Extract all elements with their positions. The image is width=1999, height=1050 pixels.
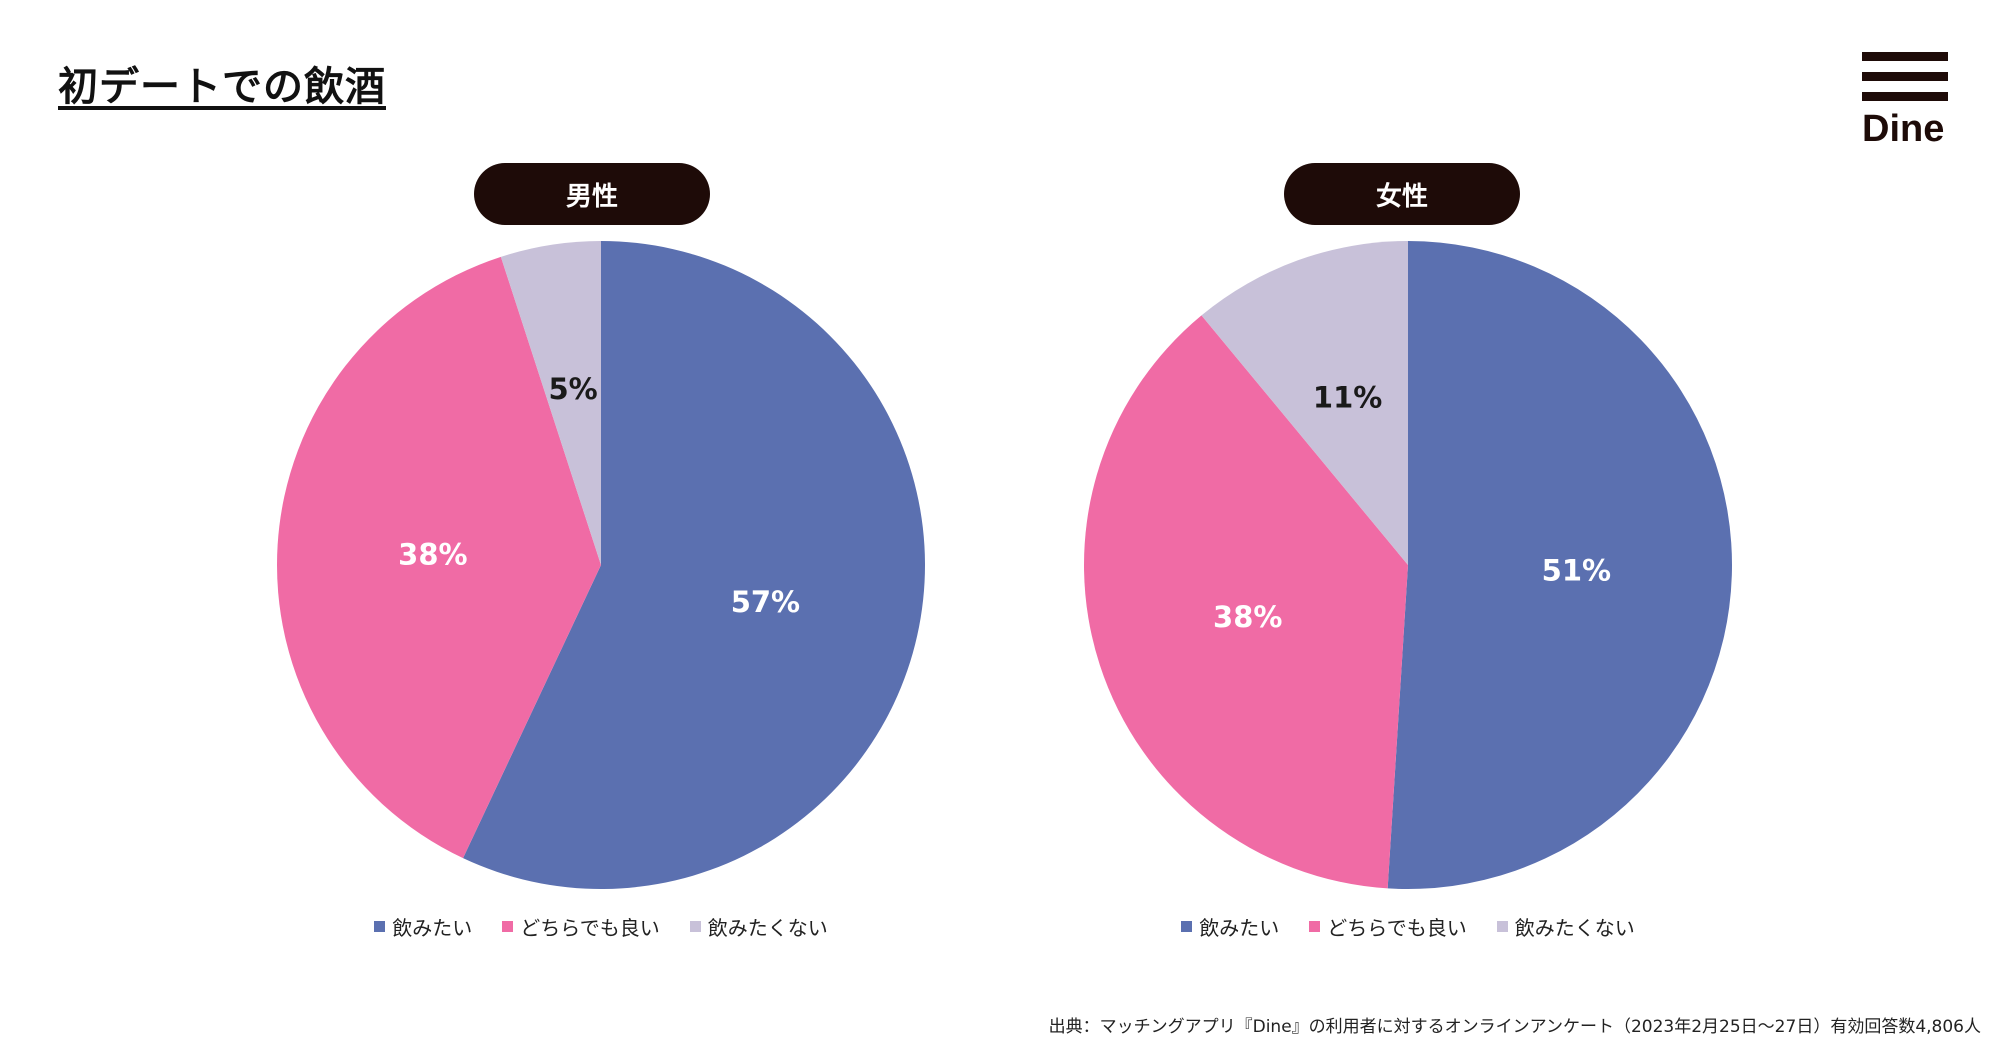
chart-title-male: 男性 xyxy=(474,163,710,225)
legend-label: 飲みたい xyxy=(1199,916,1280,940)
female-chart: 女性 51% 38% 11% 飲みたい どちらでも良い 飲みたくない xyxy=(1048,160,1768,960)
legend-label: 飲みたい xyxy=(392,916,473,940)
legend-item: 飲みたい xyxy=(1181,912,1279,941)
legend-item: 飲みたくない xyxy=(1496,912,1635,941)
logo-bar xyxy=(1862,52,1948,61)
source-note: 出典：マッチングアプリ『Dine』の利用者に対するオンラインアンケート（2023… xyxy=(1048,1017,1981,1037)
pie-slice-either xyxy=(1084,315,1408,889)
male-chart: 男性 57% 38% 5% 飲みたい どちらでも良い 飲みたくない xyxy=(241,160,961,960)
legend-label: どちらでも良い xyxy=(1327,916,1467,940)
pie-data-label: 5% xyxy=(548,372,597,406)
pie-data-label: 57% xyxy=(731,585,800,619)
legend-label: 飲みたくない xyxy=(707,916,828,940)
legend-female: 飲みたい どちらでも良い 飲みたくない xyxy=(1048,912,1768,941)
logo-bar xyxy=(1862,92,1948,101)
legend-swatch xyxy=(502,921,514,932)
pie-slice-dont-want-to-drink xyxy=(500,241,601,565)
legend-male: 飲みたい どちらでも良い 飲みたくない xyxy=(241,912,961,941)
legend-swatch xyxy=(374,921,386,932)
legend-swatch xyxy=(689,921,701,932)
dine-logo: Dine xyxy=(1862,52,1954,151)
pie-chart-male: 57% 38% 5% xyxy=(276,241,925,889)
pie-slice-either xyxy=(276,256,601,859)
pie-chart-female: 51% 38% 11% xyxy=(1084,241,1733,889)
legend-label: どちらでも良い xyxy=(520,916,660,940)
legend-swatch xyxy=(1309,921,1321,932)
legend-label: 飲みたくない xyxy=(1514,916,1635,940)
logo-text: Dine xyxy=(1862,108,1945,150)
chart-title-female: 女性 xyxy=(1284,163,1520,225)
legend-swatch xyxy=(1181,921,1193,932)
legend-item: 飲みたくない xyxy=(689,912,828,941)
pie-slice-want-to-drink xyxy=(463,241,925,889)
legend-item: どちらでも良い xyxy=(502,912,660,941)
pie-data-label: 11% xyxy=(1313,380,1382,414)
pie-data-label: 38% xyxy=(398,537,467,571)
pie-data-label: 38% xyxy=(1213,600,1282,634)
legend-item: 飲みたい xyxy=(374,912,472,941)
legend-item: どちらでも良い xyxy=(1309,912,1467,941)
logo-bar xyxy=(1862,72,1948,81)
legend-swatch xyxy=(1496,921,1508,932)
page-title: 初デートでの飲酒 xyxy=(58,64,386,110)
pie-slice-want-to-drink xyxy=(1387,241,1733,889)
pie-slice-dont-want-to-drink xyxy=(1201,241,1408,565)
pie-data-label: 51% xyxy=(1542,553,1611,587)
